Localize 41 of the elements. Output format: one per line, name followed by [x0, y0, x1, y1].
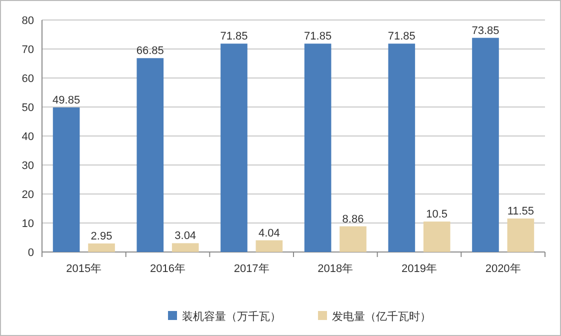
x-tick-label: 2018年	[318, 263, 354, 275]
x-tick-label: 2016年	[150, 263, 186, 275]
bar	[256, 240, 283, 252]
data-label: 71.85	[388, 30, 416, 43]
bar	[340, 226, 366, 252]
bar	[472, 38, 499, 252]
data-label: 2.95	[90, 230, 112, 242]
x-tick-label: 2015年	[66, 263, 102, 275]
bar	[88, 243, 115, 252]
data-label: 3.04	[174, 230, 196, 242]
data-label: 49.85	[52, 94, 80, 106]
data-label: 8.86	[342, 213, 364, 226]
bar	[423, 222, 450, 252]
y-tick-label: 30	[22, 160, 34, 172]
y-tick-label: 10	[22, 218, 34, 230]
y-tick-label: 40	[22, 130, 34, 143]
y-tick-label: 80	[22, 14, 34, 27]
data-label: 4.04	[258, 227, 280, 240]
data-label: 71.85	[304, 30, 332, 43]
legend-label: 发电量（亿千瓦时）	[332, 310, 431, 323]
y-tick-label: 20	[22, 188, 34, 201]
bar	[220, 44, 248, 252]
bar	[136, 58, 164, 252]
data-label: 66.85	[136, 45, 164, 58]
y-tick-label: 50	[22, 102, 34, 114]
y-tick-label: 60	[22, 72, 34, 85]
x-tick-label: 2019年	[402, 263, 437, 275]
bar	[507, 218, 534, 252]
x-tick-label: 2017年	[234, 263, 270, 275]
y-tick-label: 0	[28, 246, 34, 259]
data-label: 11.55	[507, 206, 534, 218]
x-tick-label: 2020年	[485, 263, 521, 275]
data-label: 71.85	[220, 30, 248, 43]
bar	[388, 44, 416, 252]
legend-label: 装机容量（万千瓦）	[182, 310, 281, 323]
data-label: 73.85	[472, 24, 500, 37]
bar	[304, 44, 332, 252]
y-tick-label: 70	[22, 44, 34, 56]
bar	[172, 243, 199, 252]
data-label: 10.5	[426, 208, 448, 221]
bar	[52, 107, 80, 252]
